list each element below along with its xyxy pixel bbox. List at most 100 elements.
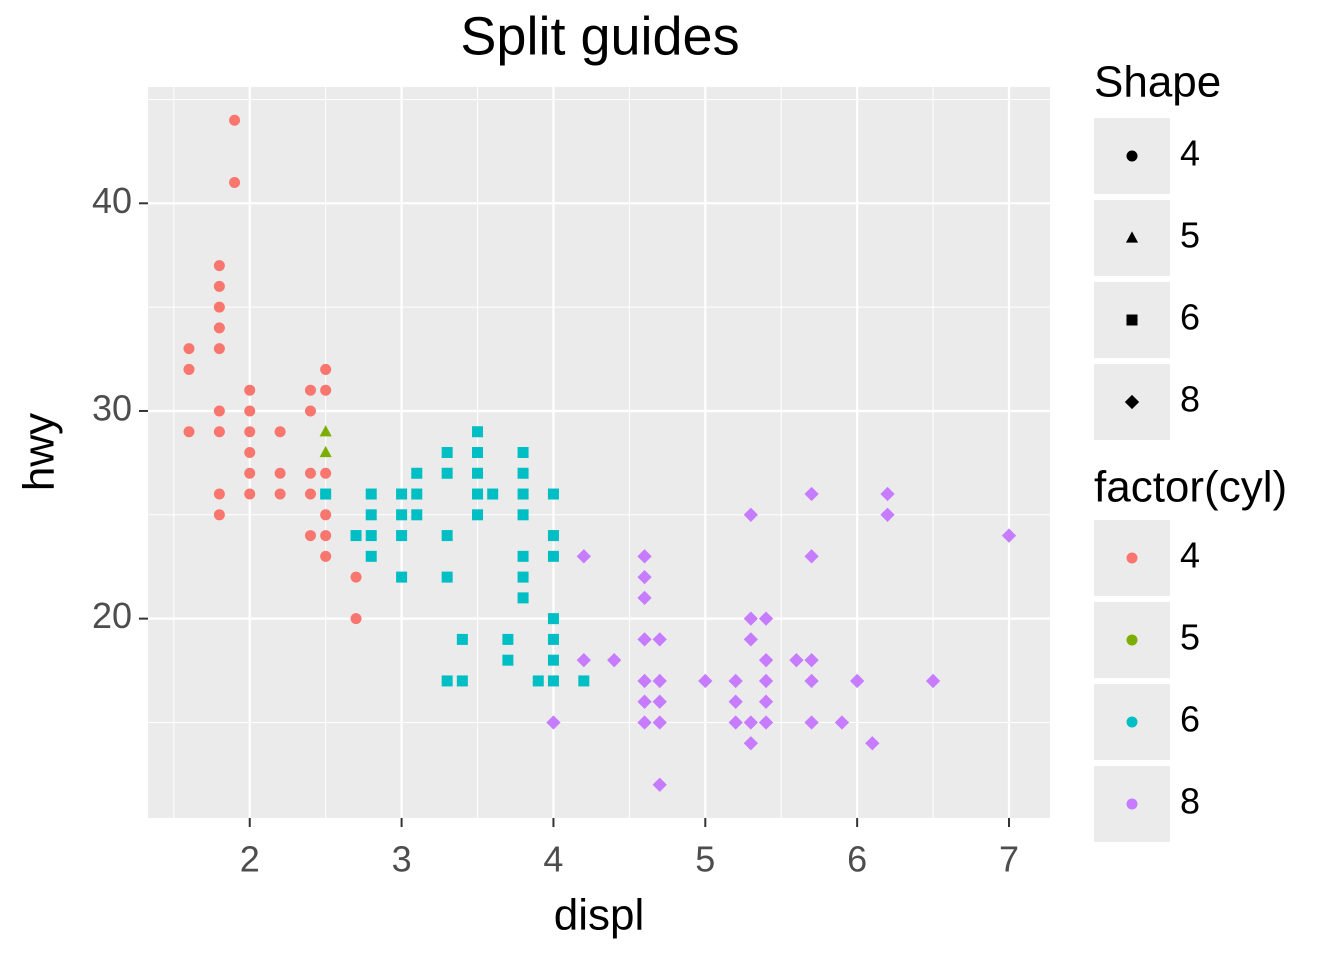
point [456, 675, 468, 687]
point [925, 673, 941, 689]
point [213, 405, 225, 417]
point [652, 694, 667, 709]
point [304, 530, 316, 542]
point [880, 507, 895, 522]
x-tick-label: 3 [392, 839, 412, 880]
point [244, 447, 256, 458]
point [304, 467, 316, 479]
point [789, 653, 804, 668]
x-tick-label: 6 [847, 839, 867, 880]
point [758, 694, 774, 709]
point [441, 530, 453, 542]
point [320, 530, 332, 542]
point [320, 467, 332, 479]
legend-symbol [1126, 716, 1138, 728]
point [547, 675, 559, 687]
legend-symbol [1126, 552, 1138, 564]
legend-label: 6 [1180, 699, 1200, 740]
x-tick-label: 5 [695, 839, 715, 880]
point [547, 530, 559, 542]
point [758, 653, 774, 668]
point [472, 509, 484, 521]
point [213, 322, 225, 334]
point [652, 715, 667, 730]
point [472, 426, 484, 438]
point [804, 653, 819, 668]
point [320, 384, 332, 396]
point [411, 467, 423, 479]
point [472, 447, 484, 458]
point [244, 384, 256, 396]
point [183, 426, 195, 438]
legend-symbol [1125, 231, 1139, 243]
point [213, 488, 225, 500]
point [320, 488, 332, 500]
point [304, 405, 316, 417]
point [502, 654, 514, 666]
point [637, 673, 652, 689]
point [411, 488, 423, 500]
point [441, 467, 453, 479]
legend-symbol [1124, 394, 1140, 410]
point [183, 363, 195, 375]
point [229, 114, 241, 126]
point [637, 549, 652, 564]
point [350, 613, 362, 625]
point [320, 509, 332, 521]
point [743, 632, 759, 647]
point [472, 467, 484, 479]
point [1001, 528, 1017, 543]
point [743, 611, 759, 626]
point [472, 488, 484, 500]
point [319, 445, 332, 458]
legend-label: 8 [1180, 379, 1200, 420]
point [319, 425, 332, 437]
legend-symbol [1126, 314, 1138, 326]
point [728, 694, 743, 709]
point [502, 633, 514, 645]
point [320, 363, 332, 375]
x-axis-title: displ [554, 891, 645, 940]
point [365, 530, 377, 542]
point [758, 611, 774, 626]
point [441, 447, 453, 458]
point [652, 673, 667, 689]
legend-label: 4 [1180, 133, 1200, 174]
legend-symbol [1126, 150, 1138, 162]
y-axis-title: hwy [15, 413, 64, 491]
point [229, 177, 241, 189]
chart-title: Split guides [460, 6, 739, 66]
legend-label: 4 [1180, 535, 1200, 576]
point [637, 569, 652, 585]
point [441, 675, 453, 687]
point [213, 343, 225, 355]
point [637, 590, 652, 606]
x-tick-label: 4 [543, 839, 563, 880]
point [517, 447, 529, 458]
point [213, 426, 225, 438]
point [576, 549, 591, 564]
point [213, 260, 225, 272]
point [547, 654, 559, 666]
legend-label: 6 [1180, 297, 1200, 338]
point [652, 632, 667, 647]
y-tick-label: 20 [92, 595, 132, 636]
point [576, 653, 591, 668]
point [396, 571, 408, 583]
legend-title: Shape [1094, 58, 1221, 107]
point [517, 509, 529, 521]
point [183, 343, 195, 355]
point [637, 715, 652, 730]
point [517, 571, 529, 583]
legend-title: factor(cyl) [1094, 463, 1287, 512]
point [804, 715, 819, 730]
point [304, 488, 316, 500]
point [244, 467, 256, 479]
point [743, 507, 759, 522]
point [213, 301, 225, 313]
point [804, 486, 819, 502]
y-tick-label: 40 [92, 180, 132, 221]
point [865, 736, 880, 751]
point [728, 673, 743, 689]
